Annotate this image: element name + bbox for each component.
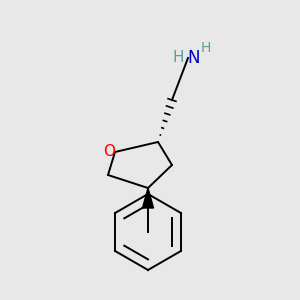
Text: H: H [201,41,211,55]
Text: H: H [172,50,184,64]
Text: O: O [103,143,115,158]
Polygon shape [142,188,154,208]
Text: N: N [188,49,200,67]
